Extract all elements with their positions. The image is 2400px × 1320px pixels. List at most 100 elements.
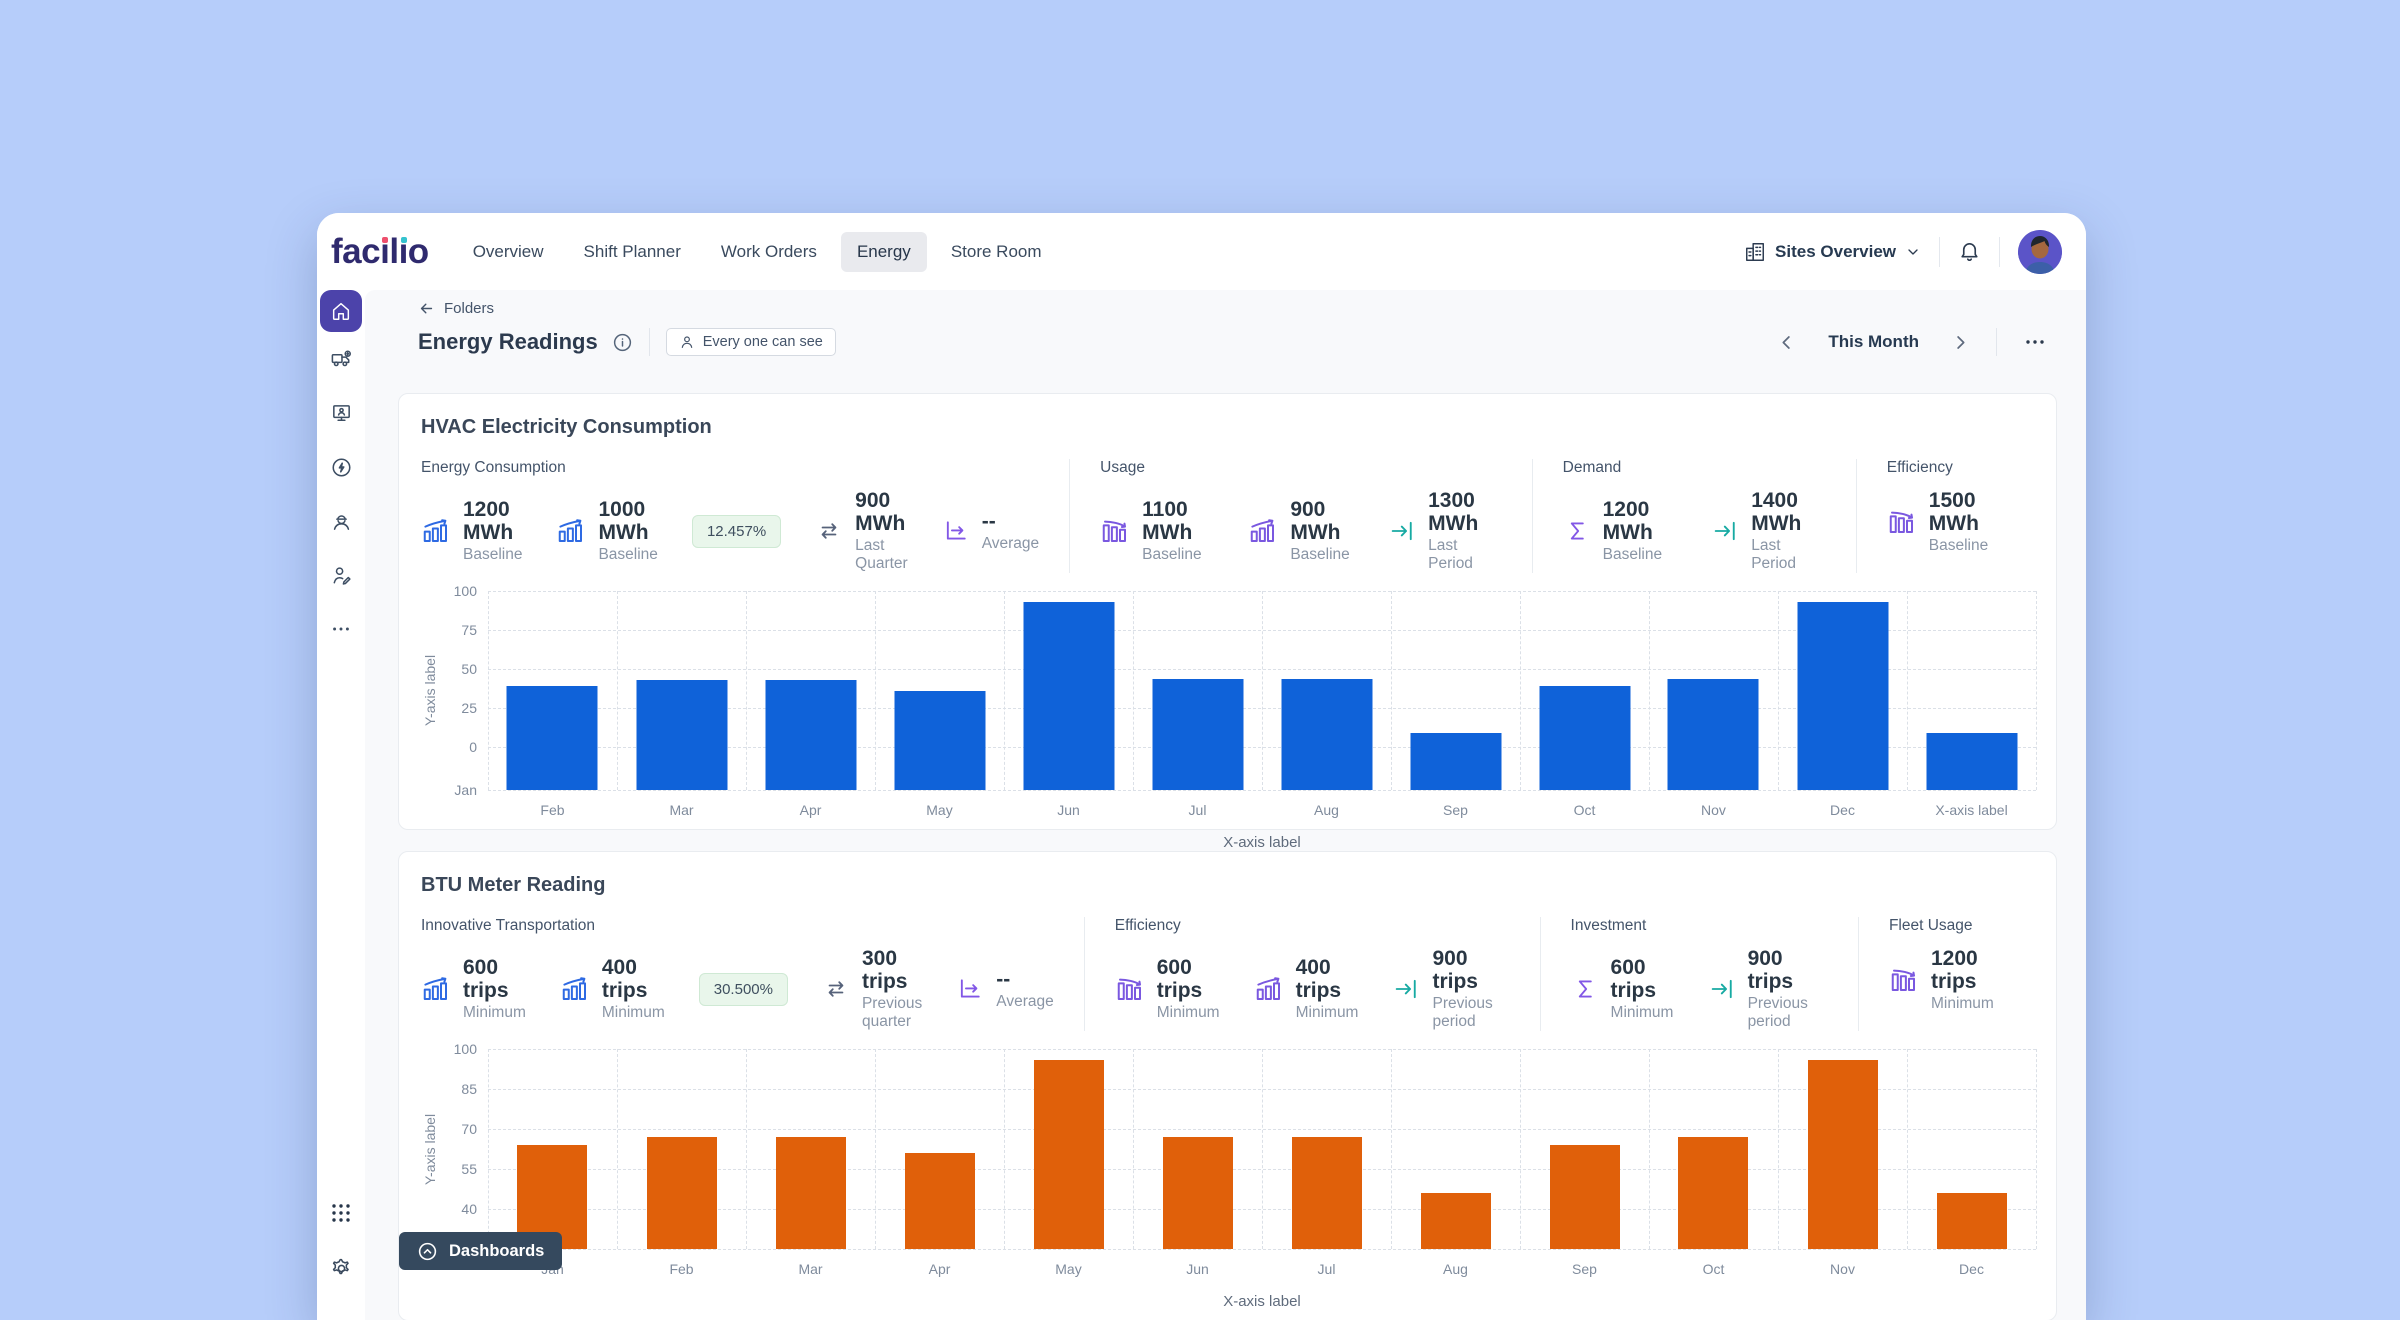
y-tick-label: 75 xyxy=(461,622,477,639)
kpi-sublabel: Minimum xyxy=(1295,1004,1359,1022)
info-icon[interactable] xyxy=(612,332,633,353)
kpi-sublabel: Minimum xyxy=(463,1004,526,1022)
bar-jun xyxy=(1023,602,1114,791)
swap-arrows-icon xyxy=(822,975,850,1003)
sidebar-item-energy[interactable] xyxy=(320,440,362,494)
kpi-sublabel: Average xyxy=(981,534,1040,552)
kpi-sublabel: Baseline xyxy=(1290,546,1350,564)
kpi-value: 1000 MWh xyxy=(598,498,649,545)
y-tick-label: 85 xyxy=(461,1081,477,1098)
kpi-sublabel: Baseline xyxy=(598,546,658,564)
previous-period-button[interactable] xyxy=(1771,327,1802,358)
kpi-section-label: Energy Consumption xyxy=(421,459,566,476)
kpi-value: 1500 MWh xyxy=(1928,489,1979,536)
x-tick-label: Jul xyxy=(1188,802,1207,819)
kpi-item: 600 trips Minimum xyxy=(1115,956,1220,1022)
kpi-item: 1200 trips Minimum xyxy=(1889,947,2006,1013)
x-tick-label: Dec xyxy=(1830,802,1855,819)
v-gridline xyxy=(745,1049,747,1250)
nav-tab-overview[interactable]: Overview xyxy=(472,241,544,261)
sidebar-item-field-worker[interactable] xyxy=(320,494,362,548)
period-controls: This Month xyxy=(1771,326,2053,358)
sidebar-item-settings[interactable] xyxy=(330,1257,353,1280)
kpi-section: Energy Consumption 1200 MWh Baseline 1000 M… xyxy=(419,459,1069,573)
visibility-badge[interactable]: Every one can see xyxy=(665,328,836,356)
v-gridline xyxy=(1778,1049,1779,1250)
sidebar-item-vendor[interactable] xyxy=(320,548,362,602)
site-selector[interactable]: Sites Overview xyxy=(1744,241,1921,263)
kpi-sublabel: Minimum xyxy=(1156,1004,1220,1022)
kpi-value: 600 trips xyxy=(463,956,509,1003)
v-gridline xyxy=(2036,1049,2037,1250)
nav-tab-energy[interactable]: Energy xyxy=(840,231,927,272)
kpi-sublabel: Baseline xyxy=(1142,546,1202,564)
arrow-to-line-icon xyxy=(1711,517,1739,545)
corner-label: Jan xyxy=(454,782,477,799)
nav-tab-store-room[interactable]: Store Room xyxy=(950,241,1042,261)
bars-up-blue-icon xyxy=(560,974,590,1004)
sidebar-item-home[interactable] xyxy=(320,290,362,332)
back-to-folders[interactable]: Folders xyxy=(418,300,494,317)
y-axis-ticks: 1008570554025 xyxy=(433,1041,477,1257)
page-title: Energy Readings xyxy=(418,329,598,354)
kpi-section: Demand 1200 MWh Baseline 1400 MWh Last Perio… xyxy=(1531,459,1856,574)
kpi-section-label: Efficiency xyxy=(1114,917,1181,934)
visibility-badge-label: Every one can see xyxy=(702,334,823,350)
bar-sep xyxy=(1549,1145,1620,1250)
kpi-item: 1500 MWh Baseline xyxy=(1887,489,2006,555)
sidebar-item-app-launcher[interactable] xyxy=(329,1201,353,1225)
x-tick-label: Sep xyxy=(1572,1261,1597,1278)
kpi-sublabel: Baseline xyxy=(1602,546,1663,564)
sidebar-item-visitor-kiosk[interactable] xyxy=(320,386,362,440)
kpi-section: Efficiency 1500 MWh Baseline xyxy=(1855,459,2036,574)
bars-down-purple-icon xyxy=(1115,974,1145,1004)
dashboards-label: Dashboards xyxy=(449,1241,545,1260)
sidebar-item-more[interactable] xyxy=(320,602,362,656)
worker-helmet-icon xyxy=(330,510,353,533)
kpi-value: 1200 trips xyxy=(1930,947,1978,994)
v-gridline xyxy=(1778,591,1779,791)
y-tick-label: 100 xyxy=(453,1041,477,1058)
kpi-section: Investment 600 trips Minimum 900 trips Previ… xyxy=(1539,917,1858,1032)
user-avatar[interactable] xyxy=(2018,229,2062,274)
kpi-row-1: Innovative Transportation 600 trips Minimu… xyxy=(419,917,2036,1032)
app-window: facılıo Overview Shift Planner Work Orders… xyxy=(317,213,2086,1320)
bar-oct xyxy=(1539,686,1630,791)
x-tick-label: Aug xyxy=(1443,1261,1468,1278)
more-options-button[interactable] xyxy=(2017,326,2053,358)
kpi-value: 1200 MWh xyxy=(463,498,514,545)
bar-dec xyxy=(1797,602,1888,791)
x-tick-label: Apr xyxy=(799,802,822,819)
kpi-value: 1400 MWh xyxy=(1751,489,1802,536)
y-tick-label: 70 xyxy=(461,1121,477,1138)
v-gridline xyxy=(745,591,747,791)
sidebar-item-procurement[interactable] xyxy=(320,332,362,386)
v-gridline xyxy=(1003,1049,1005,1250)
sigma-icon xyxy=(1571,975,1599,1003)
notification-bell-icon[interactable] xyxy=(1958,240,1981,263)
sigma-icon xyxy=(1563,517,1591,545)
kpi-item: 900 trips Previous period xyxy=(1708,947,1828,1031)
kpi-item: 1200 MWh Baseline xyxy=(421,498,522,564)
y-tick-label: 100 xyxy=(453,583,477,600)
plot-area xyxy=(488,591,2037,792)
plot-area xyxy=(488,1049,2037,1251)
chart-1: Y-axis label 1008570554025 JanFebMarAprM… xyxy=(419,1041,2037,1320)
kpi-value: 600 trips xyxy=(1610,956,1657,1003)
period-label[interactable]: This Month xyxy=(1828,332,1919,351)
nav-tab-work-orders[interactable]: Work Orders xyxy=(720,241,817,261)
dashboards-button[interactable]: Dashboards xyxy=(399,1232,563,1270)
bar-sep xyxy=(1410,733,1501,791)
v-gridline xyxy=(2036,591,2037,791)
divider xyxy=(648,328,650,356)
x-tick-label: Feb xyxy=(669,1261,694,1278)
kpi-sublabel: Average xyxy=(996,992,1054,1010)
divider xyxy=(1999,236,2000,267)
nav-tab-shift-planner[interactable]: Shift Planner xyxy=(583,241,681,261)
topbar: facılıo Overview Shift Planner Work Orders… xyxy=(317,213,2086,290)
kpi-item: 900 MWh Last Quarter xyxy=(815,489,908,573)
next-period-button[interactable] xyxy=(1945,327,1976,358)
kpi-value: 900 MWh xyxy=(855,489,906,536)
kpi-value: 900 trips xyxy=(1747,947,1794,994)
